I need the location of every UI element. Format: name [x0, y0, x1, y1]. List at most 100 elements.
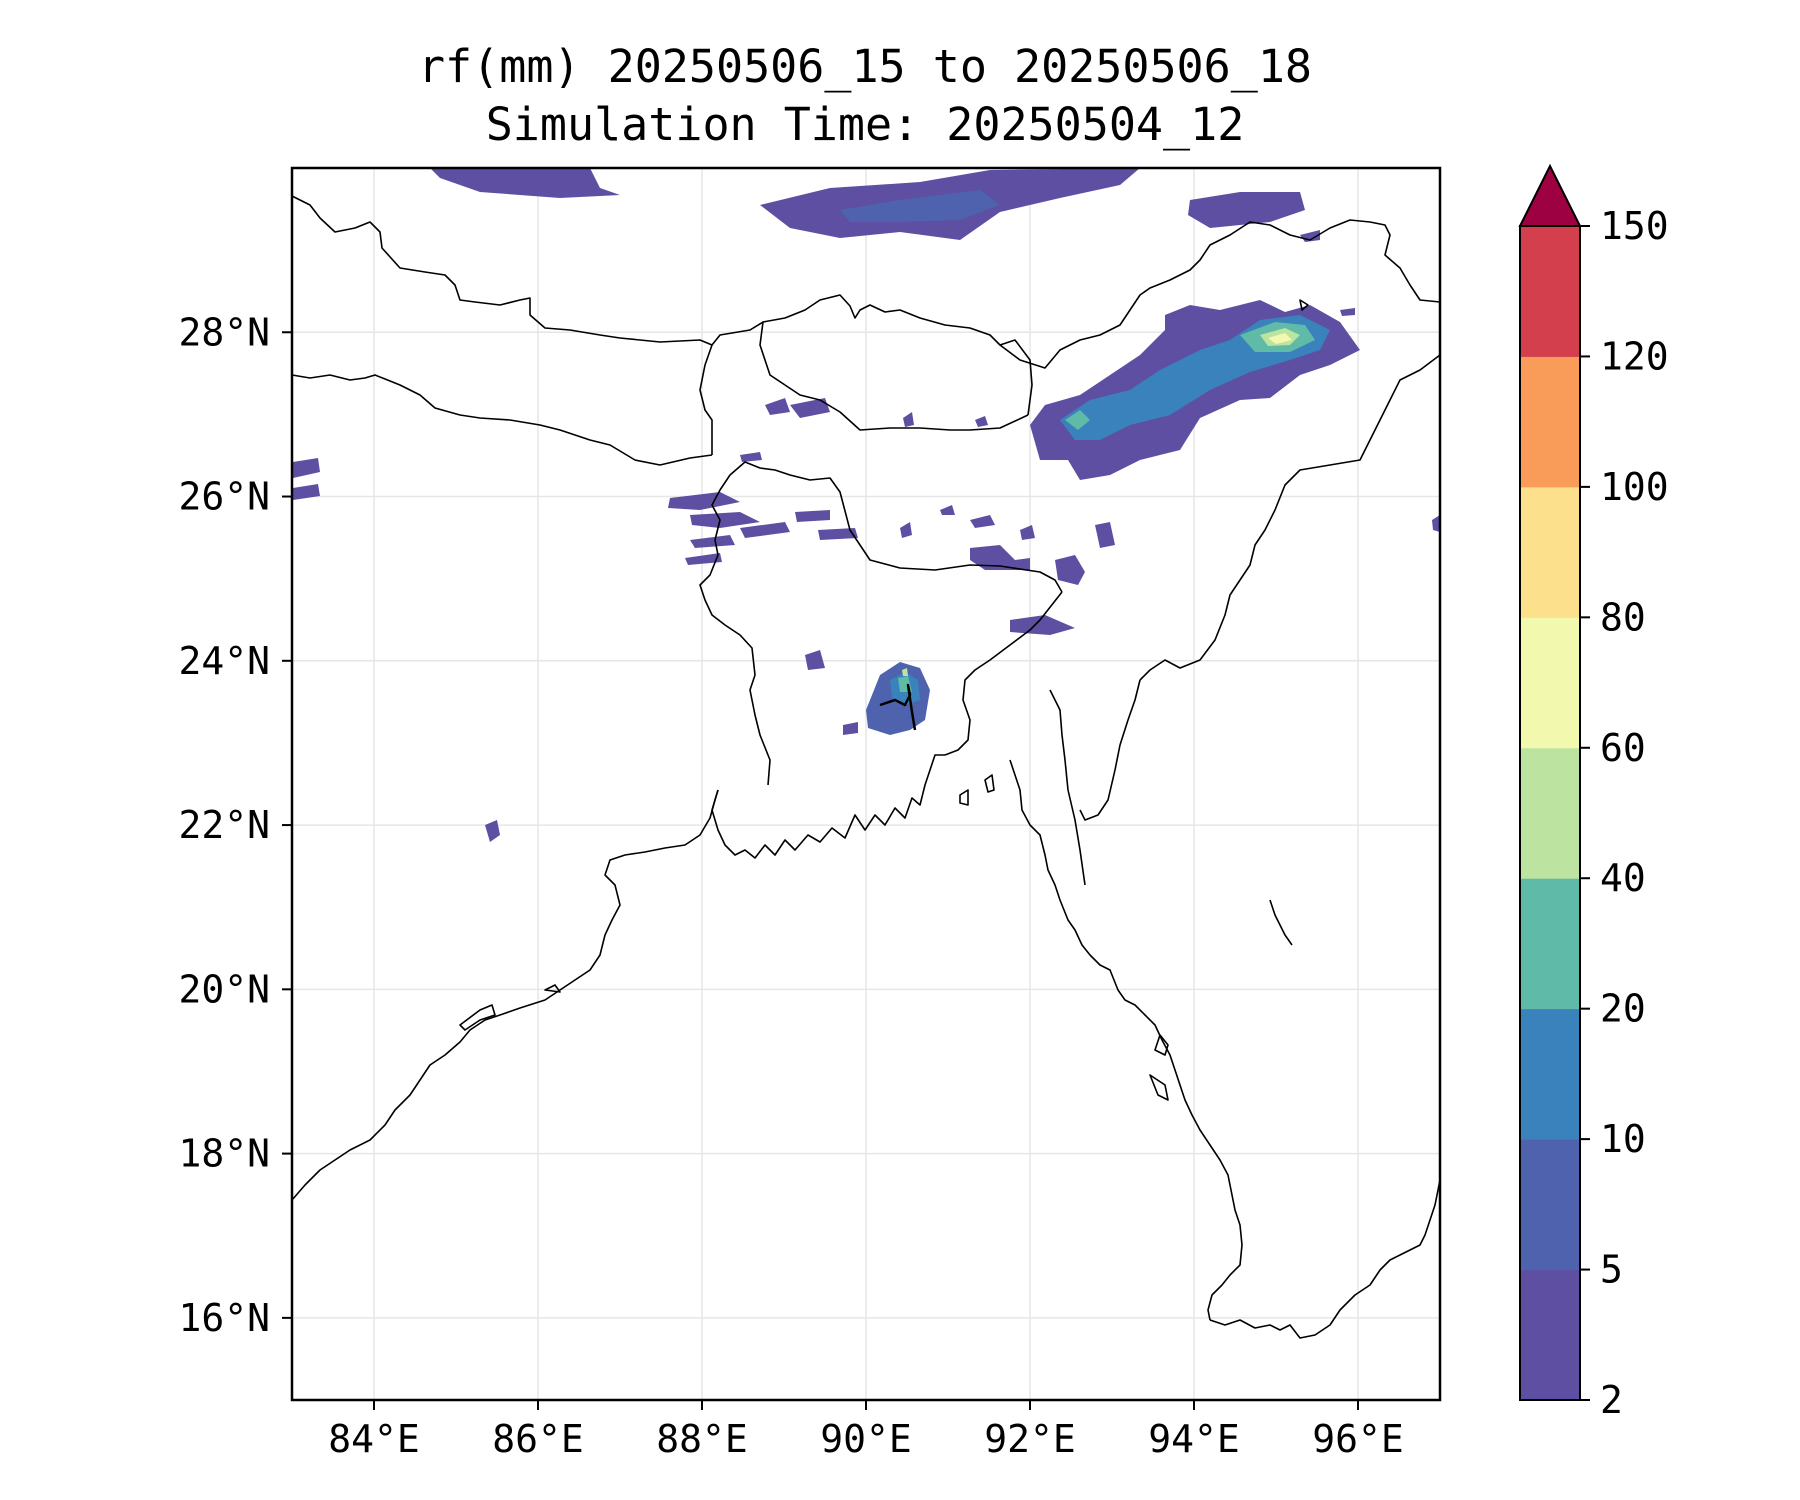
border-line	[291, 374, 713, 466]
border-line	[699, 474, 771, 786]
precip-contours	[293, 168, 1440, 842]
precip-patch	[485, 820, 500, 842]
colorbar-tick-label: 80	[1600, 595, 1646, 639]
border-line	[999, 219, 1441, 369]
colorbar-segment	[1520, 747, 1580, 879]
precip-patch	[840, 190, 1000, 222]
precip-patch	[843, 722, 858, 735]
colorbar-tick-label: 120	[1600, 334, 1669, 378]
precip-patch	[970, 545, 1030, 570]
colorbar-tick-label: 10	[1600, 1117, 1646, 1161]
border-line	[699, 344, 713, 455]
coastline	[459, 1004, 496, 1031]
colorbar-segment	[1520, 486, 1580, 618]
precip-patch	[1095, 522, 1115, 548]
precip-patch	[900, 522, 912, 538]
border-line	[1139, 354, 1441, 681]
precip-patch	[1020, 525, 1035, 540]
precip-patch	[690, 535, 735, 548]
colorbar-tick-label: 5	[1600, 1248, 1623, 1292]
y-tick-label: 22°N	[178, 803, 270, 847]
colorbar-segment	[1520, 617, 1580, 749]
colorbar-segment	[1520, 1269, 1580, 1401]
x-tick-label: 88°E	[656, 1417, 748, 1461]
precip-patch	[975, 416, 988, 427]
coastline	[1209, 1179, 1441, 1339]
coastline	[1154, 1034, 1169, 1056]
precip-patch	[668, 492, 740, 510]
x-tick-label: 86°E	[492, 1417, 584, 1461]
coastline	[1269, 899, 1293, 946]
y-tick-label: 20°N	[178, 967, 270, 1011]
colorbar-segment	[1520, 356, 1580, 488]
precip-patch	[903, 412, 914, 427]
coastlines-borders	[291, 195, 1441, 1339]
colorbar-segment	[1520, 1008, 1580, 1140]
y-tick-label: 28°N	[178, 310, 270, 354]
border-line	[1079, 679, 1141, 821]
precip-patch	[740, 452, 762, 462]
colorbar-extend-arrow	[1518, 163, 1582, 227]
x-tick-label: 94°E	[1148, 1417, 1240, 1461]
precip-patch	[1340, 308, 1355, 316]
border-line	[762, 294, 1033, 416]
colorbar: 2 5 10 20 40 60 80 100 120 150	[1518, 163, 1669, 1422]
colorbar-tick-label: 60	[1600, 726, 1646, 770]
y-tick-label: 16°N	[178, 1296, 270, 1340]
coastline	[959, 789, 969, 806]
x-tick-label: 84°E	[328, 1417, 420, 1461]
x-tick-label: 96°E	[1312, 1417, 1404, 1461]
precip-patch	[1268, 333, 1292, 344]
precip-patch	[1432, 515, 1440, 532]
precip-patch	[805, 650, 825, 670]
y-tick-label: 26°N	[178, 475, 270, 519]
coastline	[1299, 299, 1309, 311]
y-tick-label: 24°N	[178, 639, 270, 683]
border-line	[944, 591, 1063, 756]
precip-patch	[293, 484, 320, 500]
x-axis: 84°E 86°E 88°E 90°E 92°E 94°E 96°E	[328, 1400, 1404, 1461]
coastline	[291, 789, 719, 1201]
precip-patch	[740, 522, 790, 538]
colorbar-segment	[1520, 226, 1580, 357]
precip-patch	[902, 668, 908, 676]
border-line	[1049, 689, 1086, 886]
colorbar-tick-label: 100	[1600, 465, 1669, 509]
precip-patch	[970, 515, 995, 528]
colorbar-segment	[1520, 878, 1580, 1010]
colorbar-tick-label: 2	[1600, 1378, 1623, 1422]
precip-patch	[690, 512, 760, 528]
precip-patch	[293, 458, 320, 478]
precip-patch	[1010, 615, 1075, 635]
colorbar-tick-label: 150	[1600, 204, 1669, 248]
border-line	[291, 195, 786, 386]
coastline	[1149, 1074, 1169, 1101]
coastline	[544, 984, 561, 993]
y-tick-label: 18°N	[178, 1132, 270, 1176]
y-axis: 28°N 26°N 24°N 22°N 20°N 18°N 16°N	[178, 310, 292, 1340]
plot-title: rf(mm) 20250506_15 to 20250506_18 Simula…	[300, 38, 1430, 154]
title-line-2: Simulation Time: 20250504_12	[485, 98, 1245, 151]
precip-patch	[940, 505, 955, 515]
precip-patch	[1065, 410, 1090, 430]
colorbar-tick-label: 40	[1600, 856, 1646, 900]
coastline	[984, 774, 995, 793]
river-line	[879, 683, 917, 731]
x-tick-label: 92°E	[984, 1417, 1076, 1461]
precip-patch	[790, 398, 830, 418]
coastline	[711, 754, 945, 859]
coastline	[1009, 759, 1243, 1321]
title-line-1: rf(mm) 20250506_15 to 20250506_18	[417, 40, 1313, 93]
border-line	[729, 461, 1063, 593]
precip-patch	[685, 553, 722, 565]
precip-patch	[765, 398, 790, 415]
precip-patch	[818, 528, 858, 540]
precip-patch	[1188, 192, 1305, 228]
colorbar-tick-label: 20	[1600, 987, 1646, 1031]
colorbar-frame	[1519, 225, 1581, 1401]
precip-patch	[795, 510, 830, 522]
border-line	[784, 384, 1029, 431]
colorbar-segment	[1520, 1139, 1580, 1271]
x-tick-label: 90°E	[820, 1417, 912, 1461]
